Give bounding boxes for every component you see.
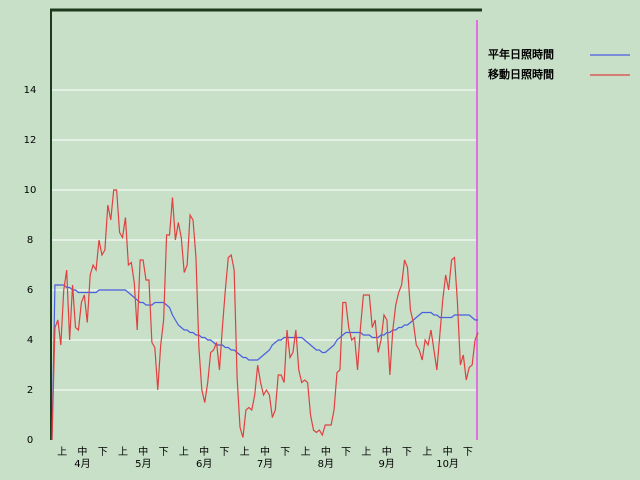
y-tick-label: 2 — [27, 385, 33, 396]
month-label: 5月 — [135, 458, 151, 470]
month-label: 8月 — [318, 458, 334, 470]
x-tick-label: 下 — [280, 447, 290, 458]
x-tick-label: 上 — [179, 446, 189, 458]
month-label: 6月 — [196, 458, 212, 470]
month-label: 4月 — [74, 458, 90, 470]
series-line — [51, 284, 478, 441]
x-tick-label: 中 — [260, 445, 270, 458]
x-tick-label: 上 — [57, 446, 67, 458]
x-tick-label: 上 — [301, 446, 311, 458]
x-tick-label: 中 — [199, 445, 209, 458]
y-tick-label: 8 — [27, 235, 33, 246]
x-tick-label: 上 — [361, 446, 371, 458]
x-tick-label: 中 — [321, 445, 331, 458]
x-tick-label: 中 — [77, 445, 87, 458]
x-tick-label: 中 — [382, 445, 392, 458]
x-tick-label: 下 — [341, 447, 351, 458]
x-tick-label: 上 — [118, 446, 128, 458]
x-tick-label: 下 — [219, 447, 229, 458]
series-line — [51, 189, 479, 441]
y-tick-label: 10 — [24, 185, 37, 196]
x-tick-label: 上 — [422, 446, 432, 458]
y-tick-label: 4 — [27, 335, 33, 346]
x-tick-label: 下 — [98, 447, 108, 458]
y-tick-label: 6 — [27, 285, 33, 296]
x-tick-label: 中 — [138, 445, 148, 458]
month-label: 7月 — [257, 458, 273, 470]
legend-label: 平年日照時間 — [488, 47, 554, 61]
x-tick-label: 下 — [463, 447, 473, 458]
y-tick-label: 14 — [24, 85, 37, 96]
legend-label: 移動日照時間 — [488, 67, 554, 81]
month-label: 10月 — [436, 458, 459, 470]
x-tick-label: 中 — [443, 445, 453, 458]
x-tick-label: 上 — [240, 446, 250, 458]
y-tick-label: 0 — [27, 435, 33, 446]
month-label: 9月 — [379, 458, 395, 470]
y-tick-label: 12 — [24, 135, 37, 146]
x-tick-label: 下 — [402, 447, 412, 458]
x-tick-label: 下 — [159, 447, 169, 458]
